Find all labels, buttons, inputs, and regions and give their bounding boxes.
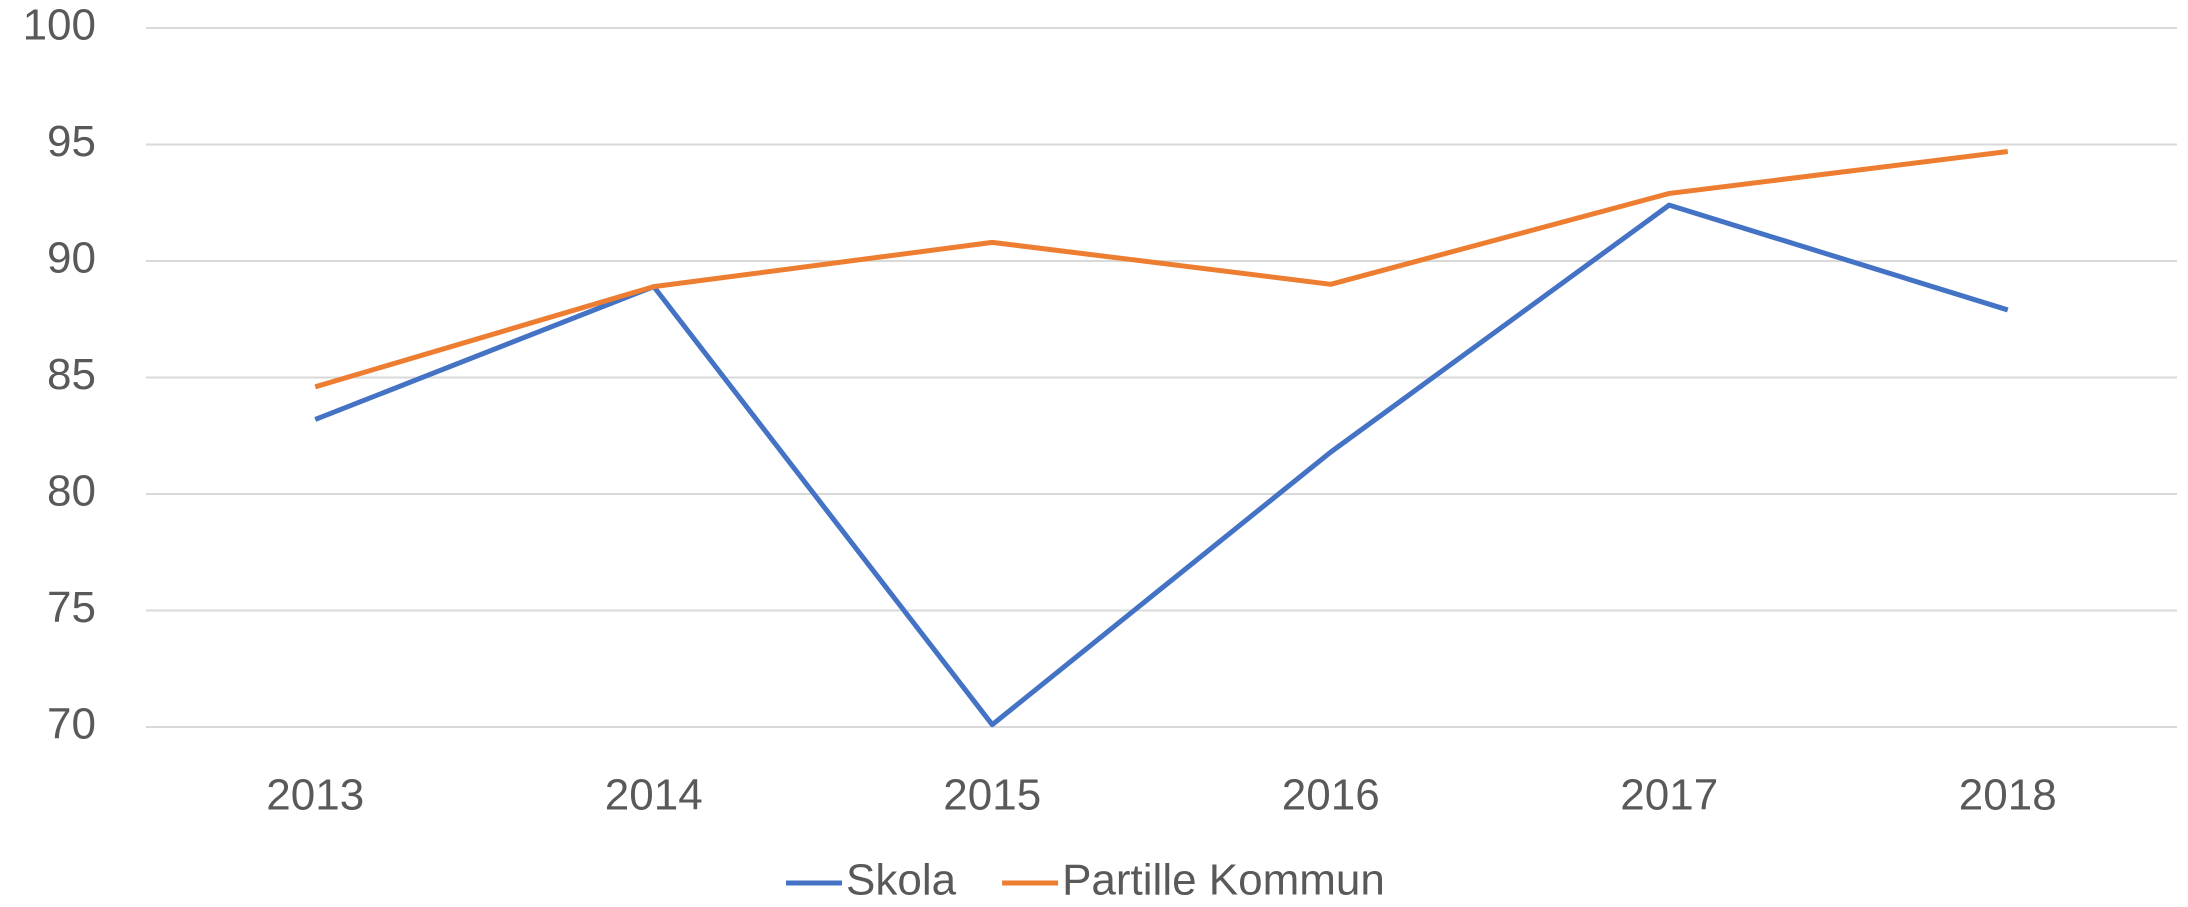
- y-tick-label: 95: [47, 117, 96, 166]
- x-tick-label: 2016: [1282, 771, 1380, 820]
- y-tick-label: 90: [47, 234, 96, 283]
- legend-label: Skola: [846, 856, 957, 905]
- legend-label: Partille Kommun: [1062, 856, 1385, 905]
- y-tick-label: 85: [47, 350, 96, 399]
- y-tick-label: 80: [47, 467, 96, 516]
- x-tick-label: 2018: [1959, 771, 2057, 820]
- x-tick-label: 2017: [1620, 771, 1718, 820]
- x-tick-label: 2014: [605, 771, 703, 820]
- y-tick-label: 70: [47, 700, 96, 749]
- y-tick-label: 75: [47, 583, 96, 632]
- series-line: [314, 149, 2009, 390]
- series-line: [314, 202, 2009, 728]
- x-tick-label: 2013: [266, 771, 364, 820]
- x-tick-label: 2015: [943, 771, 1041, 820]
- y-tick-label: 100: [23, 1, 96, 50]
